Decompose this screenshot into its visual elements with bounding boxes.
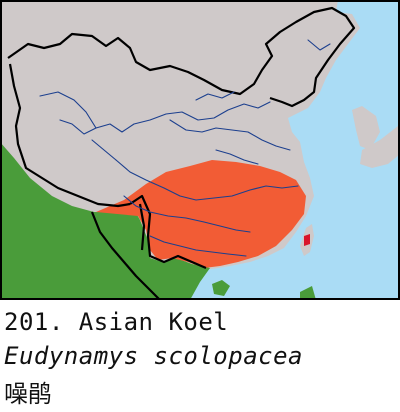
philippines — [300, 286, 316, 300]
borders — [7, 6, 356, 300]
scientific-name: Eudynamys scolopacea — [4, 342, 303, 370]
japan — [360, 126, 400, 168]
korea — [352, 106, 380, 150]
range-green — [0, 142, 210, 300]
rivers — [39, 39, 331, 257]
range-map — [0, 0, 400, 300]
chinese-name: 噪鹃 — [4, 380, 52, 408]
hainan-island — [212, 280, 230, 296]
map-frame-border — [0, 0, 400, 300]
species-title: 201. Asian Koel — [4, 308, 229, 336]
range-red — [304, 234, 310, 246]
